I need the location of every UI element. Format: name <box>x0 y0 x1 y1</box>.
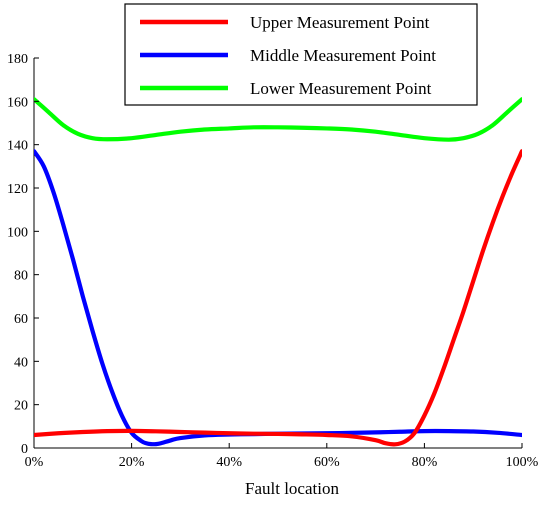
x-tick-label: 20% <box>119 455 145 470</box>
legend-label: Middle Measurement Point <box>250 46 436 65</box>
y-tick-label: 100 <box>7 225 28 240</box>
y-tick-label: 0 <box>21 442 28 457</box>
y-tick-label: 20 <box>14 399 28 414</box>
legend-item-upper-measurement-point: Upper Measurement Point <box>140 13 430 32</box>
x-tick-label: 100% <box>506 455 539 470</box>
y-tick-label: 40 <box>14 355 28 370</box>
x-tick-label: 60% <box>314 455 340 470</box>
lower-measurement-point-line <box>34 97 522 142</box>
x-axis-title: Fault location <box>245 479 339 498</box>
legend-item-middle-measurement-point: Middle Measurement Point <box>140 46 436 65</box>
middle-measurement-point-line <box>34 149 522 447</box>
x-tick-label: 40% <box>216 455 242 470</box>
x-tick-label: 80% <box>412 455 438 470</box>
x-tick-label: 0% <box>25 455 44 470</box>
legend-label: Upper Measurement Point <box>250 13 430 32</box>
y-tick-label: 140 <box>7 139 28 154</box>
tick-labels: 0 20 40 60 80 100 120 140 160 180 0% 20% 40% 60% 80% 10… <box>7 52 539 470</box>
axes <box>33 58 522 449</box>
y-tick-label: 80 <box>14 269 28 284</box>
legend-item-lower-measurement-point: Lower Measurement Point <box>140 79 432 98</box>
legend-label: Lower Measurement Point <box>250 79 432 98</box>
series-lines <box>34 97 522 447</box>
legend: Upper Measurement Point Middle Measuremen… <box>124 3 478 106</box>
y-tick-label: 120 <box>7 182 28 197</box>
y-tick-label: 180 <box>7 52 28 67</box>
y-tick-label: 160 <box>7 95 28 110</box>
y-tick-label: 60 <box>14 312 28 327</box>
upper-measurement-point-line <box>34 149 522 447</box>
